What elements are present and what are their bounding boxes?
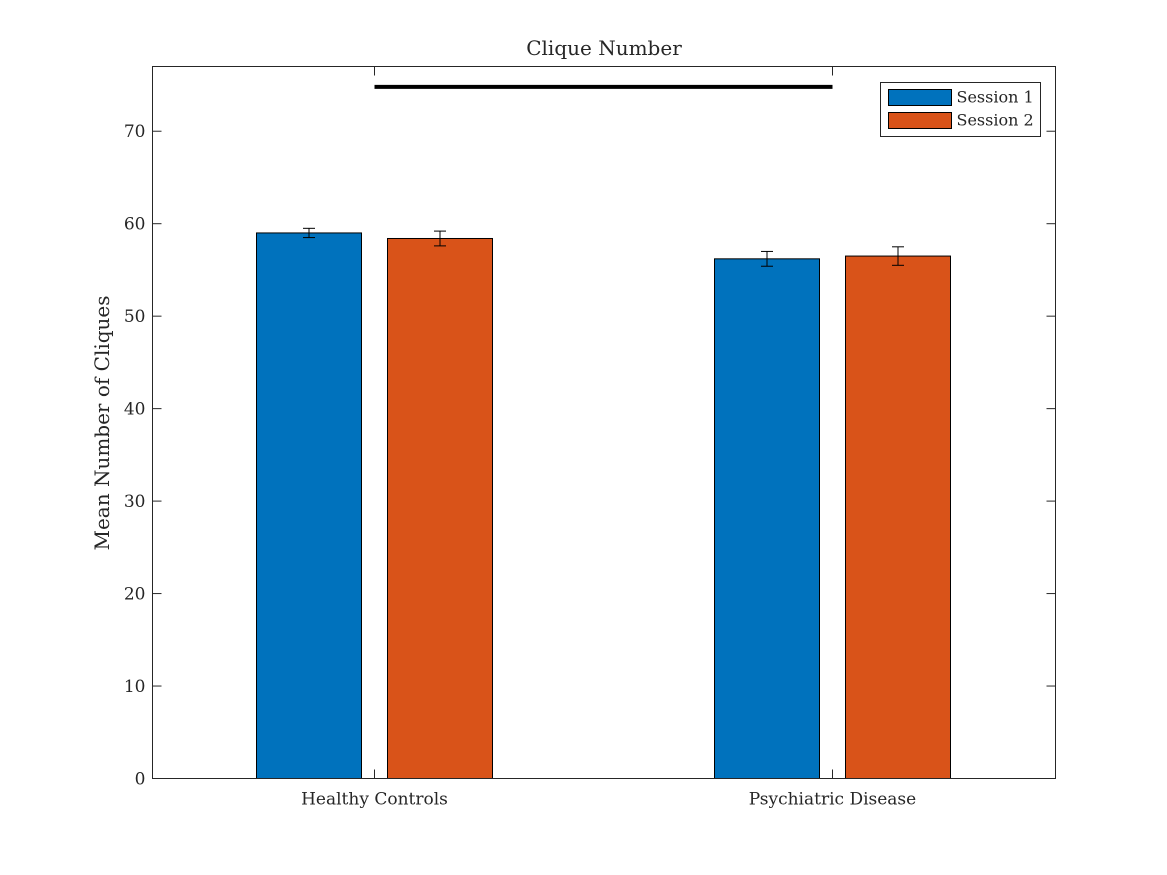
y-axis-label: Mean Number of Cliques (90, 295, 114, 550)
y-tick-label-0: 0 (135, 770, 146, 790)
chart-title: Clique Number (526, 36, 682, 60)
y-tick-label-10: 10 (124, 677, 146, 697)
bar-series1-cat2 (714, 258, 820, 779)
plot-area: 0 10 20 30 40 50 60 70 Healthy Controls Psychiatr… (124, 66, 1056, 810)
legend-swatch-series2 (888, 112, 952, 129)
legend-label-series1: Session 1 (957, 88, 1034, 107)
x-tick-label-0: Healthy Controls (301, 790, 448, 810)
x-tick-label-1: Psychiatric Disease (749, 790, 916, 810)
y-tick-label-50: 50 (124, 307, 146, 327)
plot-frame (152, 66, 1056, 779)
y-tick-label-40: 40 (124, 400, 146, 420)
y-tick-label-30: 30 (124, 492, 146, 512)
legend: Session 1 Session 2 (880, 82, 1041, 137)
y-tick-label-20: 20 (124, 585, 146, 605)
bar-series2-cat1 (387, 237, 493, 779)
y-tick-label-60: 60 (124, 215, 146, 235)
legend-swatch-series1 (888, 89, 952, 106)
bar-series1-cat1 (256, 232, 362, 780)
legend-label-series2: Session 2 (957, 111, 1034, 130)
y-tick-label-70: 70 (124, 122, 146, 142)
bar-series2-cat2 (845, 255, 951, 779)
